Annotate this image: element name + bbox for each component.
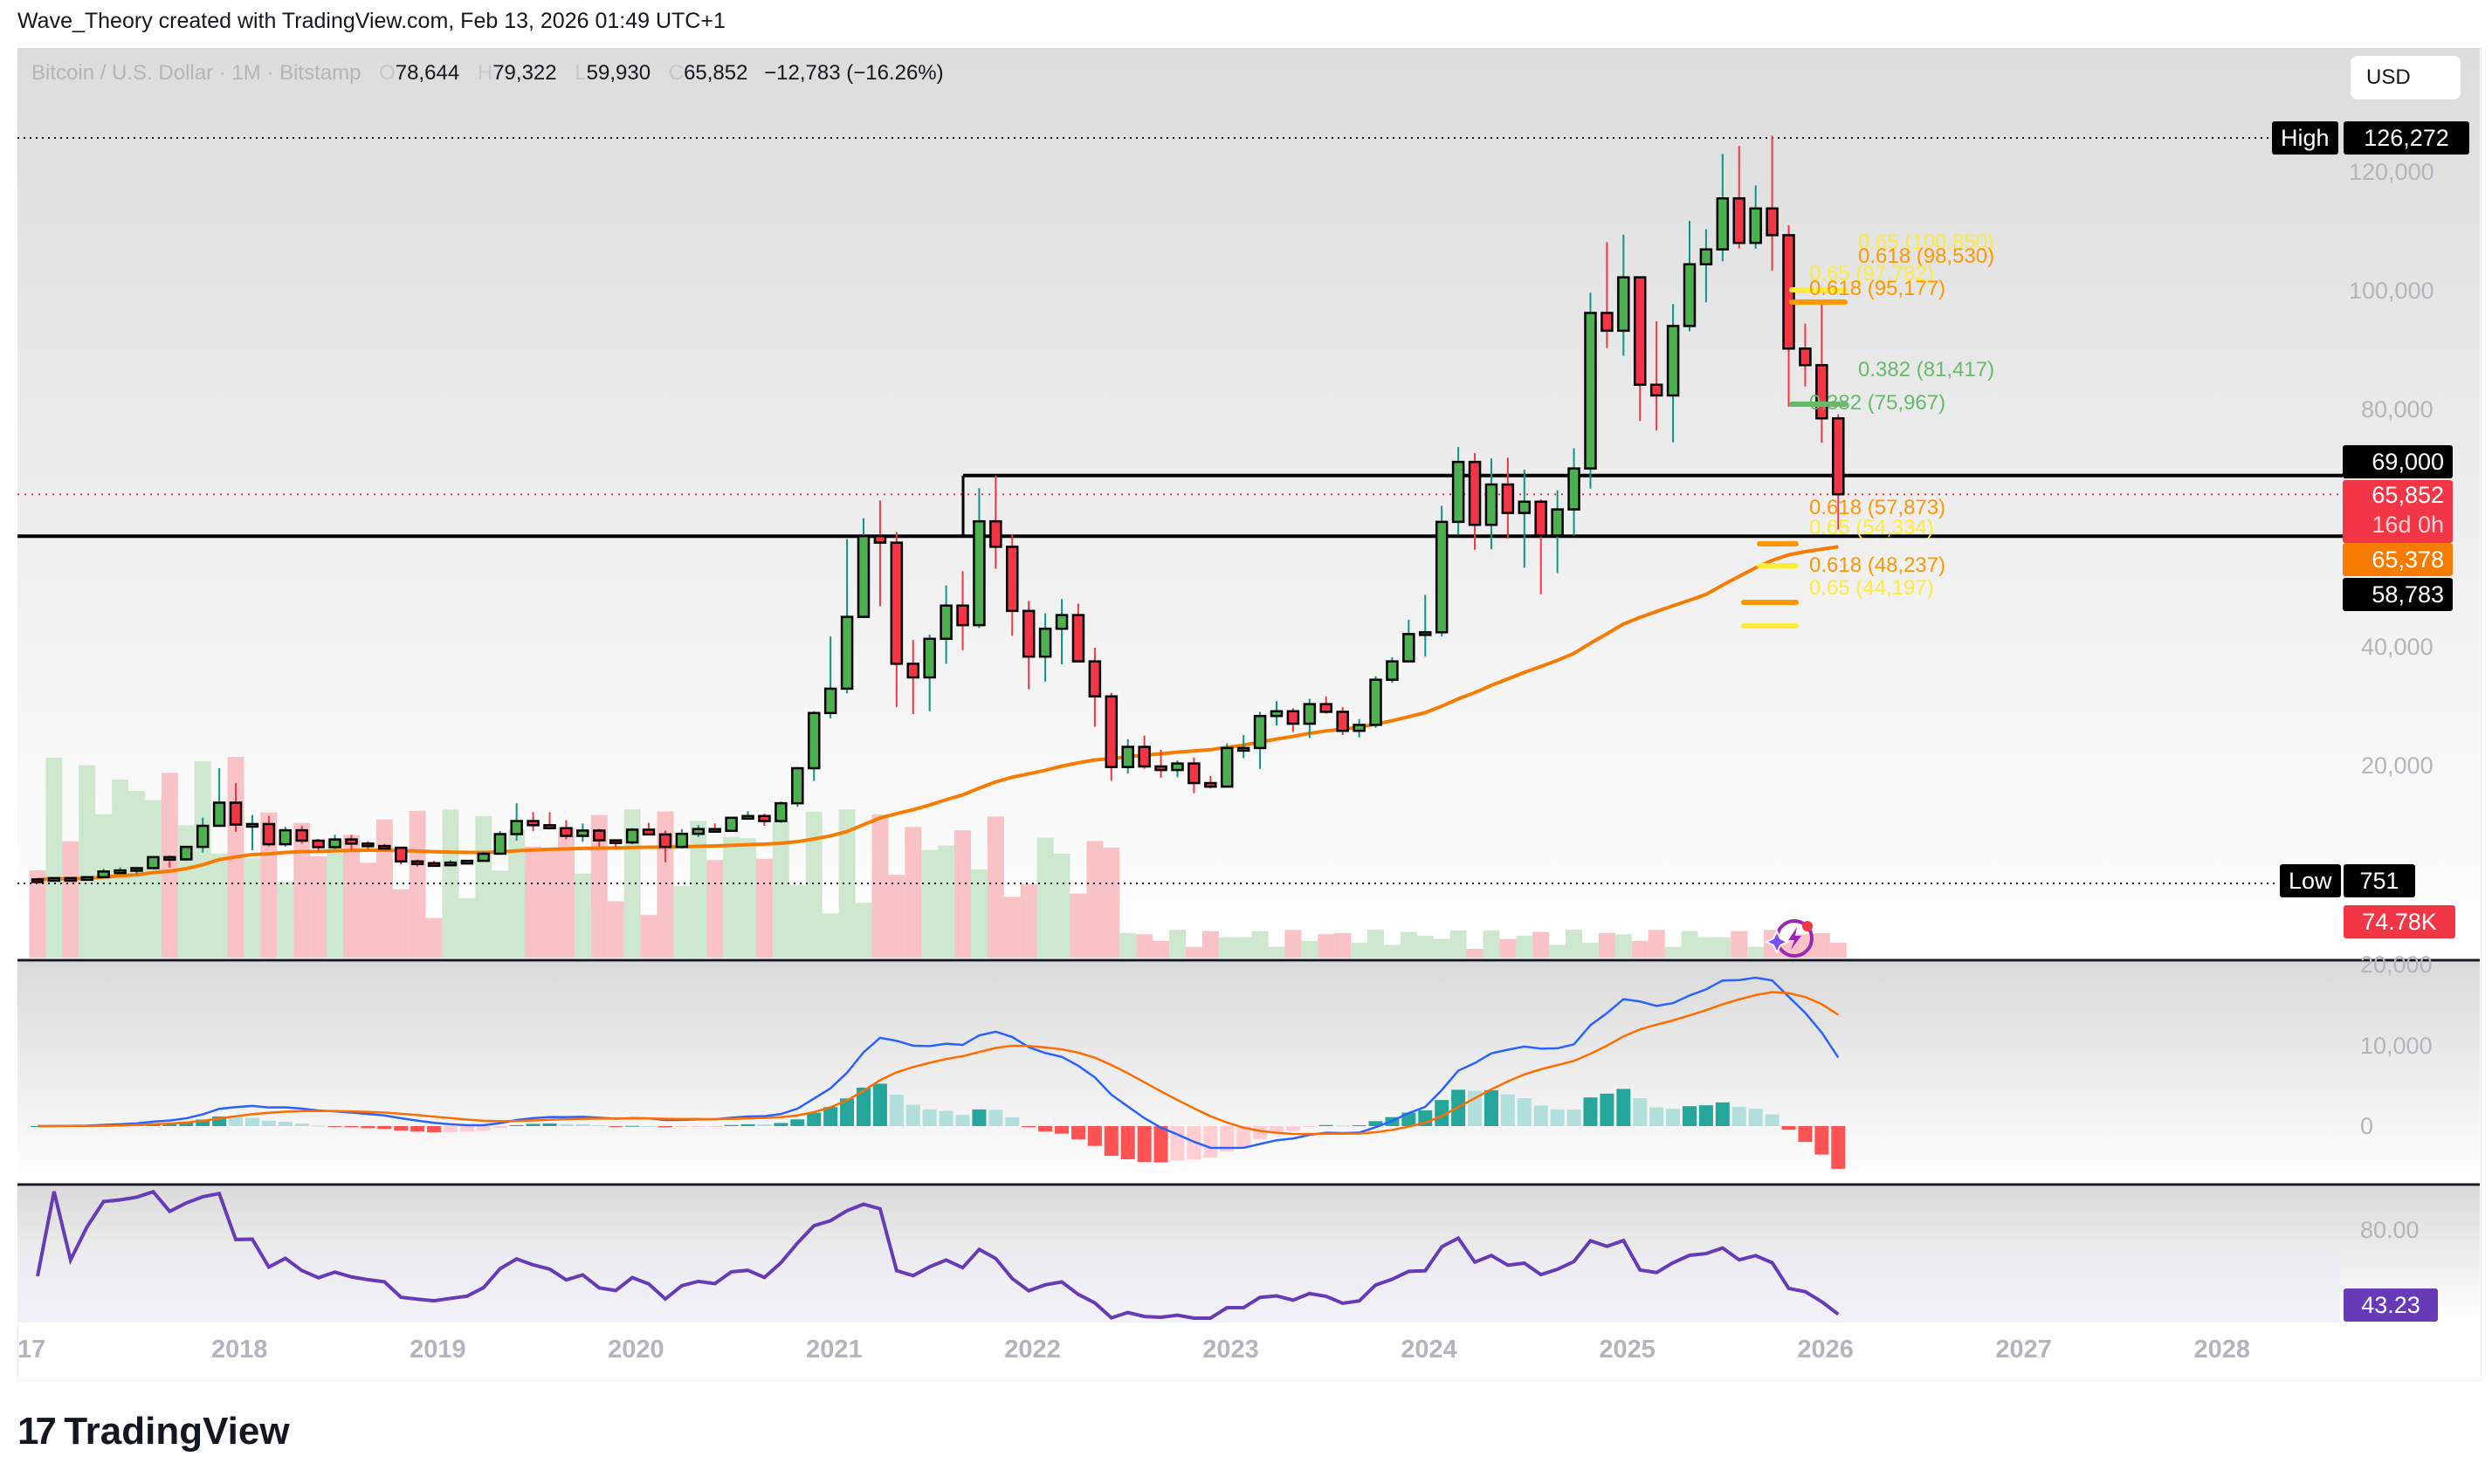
lightning-icon bbox=[1764, 919, 1814, 958]
moving-average-line bbox=[37, 545, 1839, 882]
close-value: 65,852 bbox=[684, 61, 748, 85]
ma-value-tag: 65,378 bbox=[2343, 543, 2453, 576]
credit-text: Wave_Theory created with TradingView.com… bbox=[17, 9, 726, 33]
year-tick: 2027 bbox=[1995, 1336, 2052, 1364]
horizontal-levels bbox=[17, 137, 2343, 884]
fib-label: 0.382 (75,967) bbox=[1809, 391, 1946, 415]
high-label: High bbox=[2272, 121, 2338, 155]
currency-button[interactable]: USD bbox=[2351, 56, 2461, 100]
fib-levels bbox=[1741, 287, 1848, 629]
macd-tick: 20,000 bbox=[2360, 952, 2433, 978]
high-value: 79,322 bbox=[492, 61, 557, 85]
year-tick: 2019 bbox=[410, 1336, 466, 1364]
countdown: 16d 0h bbox=[2372, 512, 2444, 538]
year-tick: 2021 bbox=[806, 1336, 863, 1364]
symbol-name: Bitcoin / U.S. Dollar · 1M · Bitstamp bbox=[31, 61, 361, 85]
open-value: 78,644 bbox=[395, 61, 460, 85]
rsi-value-tag: 43.23 bbox=[2344, 1288, 2438, 1322]
low-value: 59,930 bbox=[586, 61, 651, 85]
volume-tag: 74.78K bbox=[2344, 905, 2455, 938]
candlesticks bbox=[31, 135, 1845, 883]
macd-tick: 0 bbox=[2360, 1113, 2374, 1139]
year-tick: 2025 bbox=[1599, 1336, 1656, 1364]
year-tick: 2018 bbox=[211, 1336, 268, 1364]
fib-label: 0.618 (57,873) bbox=[1809, 496, 1946, 519]
fib-label: 0.382 (81,417) bbox=[1858, 358, 1995, 381]
tv-logo-icon: 17 bbox=[17, 1410, 57, 1453]
fib-label: 0.618 (98,530) bbox=[1858, 244, 1995, 268]
price-tick: 80,000 bbox=[2361, 396, 2433, 423]
rsi-tick: 80.00 bbox=[2360, 1217, 2420, 1243]
rsi-indicator bbox=[36, 1189, 1840, 1320]
price-pane-bg bbox=[17, 48, 2480, 960]
year-tick: 2024 bbox=[1401, 1336, 1457, 1364]
year-tick: 2023 bbox=[1202, 1336, 1259, 1364]
year-tick: 17 bbox=[17, 1336, 46, 1364]
fib-label: 0.618 (95,177) bbox=[1809, 277, 1946, 300]
price-tick: 100,000 bbox=[2349, 278, 2434, 304]
low-value: 751 bbox=[2344, 864, 2415, 897]
rsi-band bbox=[17, 1253, 2340, 1323]
year-tick: 2022 bbox=[1004, 1336, 1061, 1364]
fib-label: 0.65 (100,850) bbox=[1858, 230, 1995, 254]
fib-label: 0.65 (44,197) bbox=[1809, 576, 1934, 600]
level-58783-tag: 58,783 bbox=[2343, 578, 2453, 611]
year-tick: 2026 bbox=[1797, 1336, 1854, 1364]
fib-label: 0.65 (54,334) bbox=[1809, 516, 1934, 539]
fib-label: 0.65 (97,782) bbox=[1809, 262, 1934, 285]
macd-tick: 10,000 bbox=[2360, 1033, 2433, 1059]
year-tick: 2020 bbox=[608, 1336, 664, 1364]
price-tick: 40,000 bbox=[2361, 634, 2433, 660]
last-price-tag: 65,852 16d 0h bbox=[2343, 480, 2453, 543]
change-value: −12,783 (−16.26%) bbox=[764, 61, 944, 85]
macd-indicator bbox=[31, 976, 1846, 1169]
high-value: 126,272 bbox=[2344, 121, 2469, 155]
low-label: Low bbox=[2280, 864, 2341, 897]
year-tick: 2028 bbox=[2193, 1336, 2250, 1364]
price-tick: 20,000 bbox=[2361, 752, 2433, 779]
symbol-legend: Bitcoin / U.S. Dollar · 1M · Bitstamp O7… bbox=[31, 61, 944, 85]
level-69000-tag: 69,000 bbox=[2343, 445, 2453, 478]
tradingview-logo[interactable]: 17 TradingView bbox=[17, 1410, 290, 1453]
price-tick: 120,000 bbox=[2349, 159, 2434, 185]
macd-pane-bg bbox=[17, 962, 2480, 1183]
fib-label: 0.618 (48,237) bbox=[1809, 553, 1946, 577]
